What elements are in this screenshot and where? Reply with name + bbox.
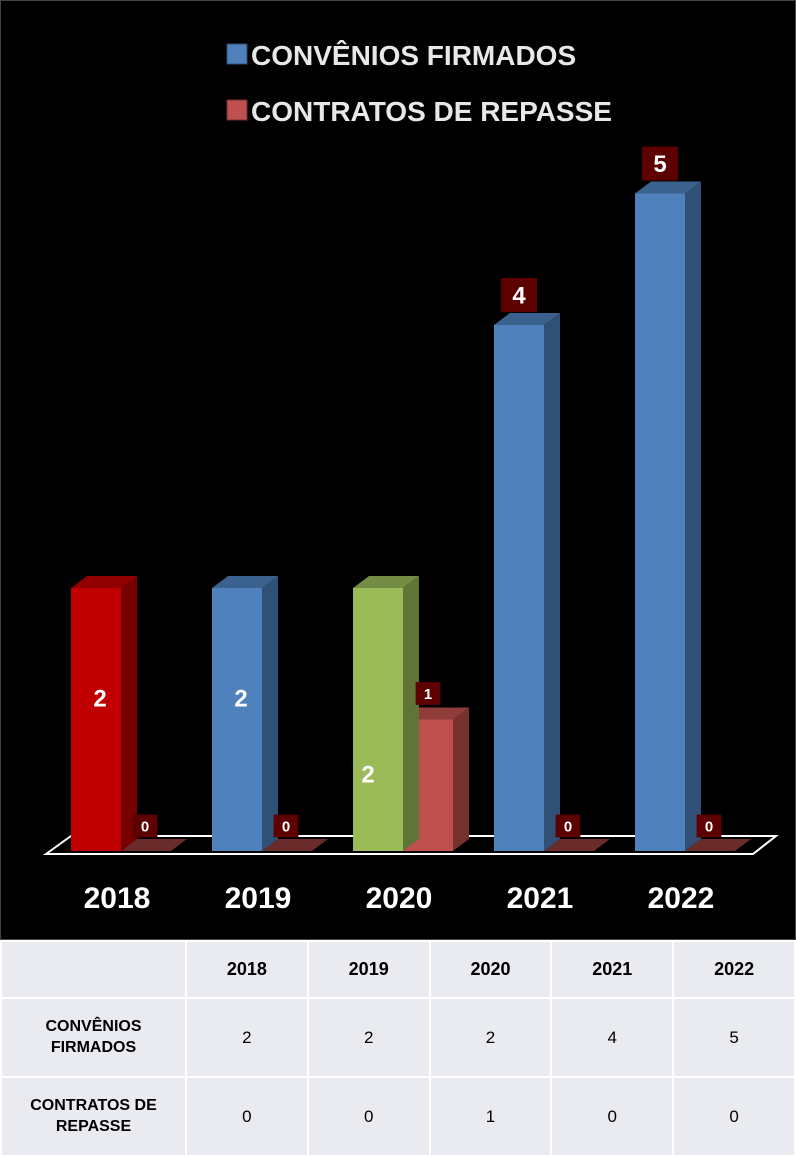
table-cell: 0 [550,1076,675,1157]
bar-contratos-2019 [262,839,328,851]
data-label-contratos-2018: 0 [141,818,149,835]
data-label-contratos-2018-box [132,814,158,838]
table-header-cell: 2022 [672,940,796,999]
table-cell: 0 [672,1076,796,1157]
x-tick-label: 2021 [507,882,574,915]
table-cell: 2 [428,997,553,1078]
table-row: CONVÊNIOS FIRMADOS 2 2 2 4 5 [0,997,796,1078]
bar-chart: 2 0 2018 2 0 2019 2 1 2020 4 0 2021 5 0 2022 CONVÊNIOS … [42,40,779,915]
table-corner-cell [0,940,187,999]
table-header-cell: 2020 [428,940,553,999]
chart-area: 2 0 2018 2 0 2019 2 1 2020 4 0 2021 5 0 2022 CONVÊNIOS … [0,0,796,940]
table-header-cell: 2019 [306,940,431,999]
data-label-contratos-2019-box [273,814,299,838]
table-cell: 0 [306,1076,431,1157]
data-label-contratos-2021: 0 [564,818,572,835]
data-label-convenios-2021-box [501,278,537,312]
chart-floor [42,835,779,855]
bar-contratos-2022 [685,839,751,851]
table-cell: 2 [306,997,431,1078]
data-label-convenios-2018: 2 [93,686,106,713]
table-cell: 2 [185,997,309,1078]
data-label-convenios-2022-box [642,146,678,181]
x-tick-label: 2018 [84,882,151,915]
bar-contratos-2021 [544,839,610,851]
bar-convenios-2021 [494,313,560,851]
table-header-row: 2018 2019 2020 2021 2022 [0,940,796,999]
table-cell: 0 [185,1076,309,1157]
table-row-label: CONVÊNIOS FIRMADOS [0,997,187,1078]
x-tick-label: 2019 [225,882,292,915]
data-label-convenios-2022: 5 [653,151,666,178]
data-label-convenios-2021: 4 [512,283,526,310]
data-label-contratos-2021-box [555,814,581,838]
bar-convenios-2018 [71,576,137,851]
table-header-cell: 2018 [185,940,309,999]
bar-contratos-2018 [121,839,187,851]
x-tick-label: 2020 [366,882,433,915]
data-label-contratos-2022-box [696,814,722,838]
bar-convenios-2022 [635,181,701,851]
data-label-contratos-2020: 1 [424,686,432,703]
data-label-contratos-2022: 0 [705,818,713,835]
table-row: CONTRATOS DE REPASSE 0 0 1 0 0 [0,1076,796,1157]
table-cell: 4 [550,997,675,1078]
data-label-contratos-2020-box [415,682,441,705]
data-label-convenios-2020: 2 [361,762,374,789]
legend-label-convenios: CONVÊNIOS FIRMADOS [251,40,576,71]
table-cell: 5 [672,997,796,1078]
legend-swatch-convenios [226,43,248,65]
table-cell: 1 [428,1076,553,1157]
data-label-convenios-2019: 2 [234,686,247,713]
legend-swatch-contratos [226,99,248,121]
bar-convenios-2019 [212,576,278,851]
data-label-contratos-2019: 0 [282,818,290,835]
data-table: 2018 2019 2020 2021 2022 CONVÊNIOS FIRMA… [0,940,796,1157]
legend-label-contratos: CONTRATOS DE REPASSE [251,96,612,127]
bar-convenios-2020 [353,576,419,851]
x-tick-label: 2022 [648,882,715,915]
table-row-label: CONTRATOS DE REPASSE [0,1076,187,1157]
table-header-cell: 2021 [550,940,675,999]
